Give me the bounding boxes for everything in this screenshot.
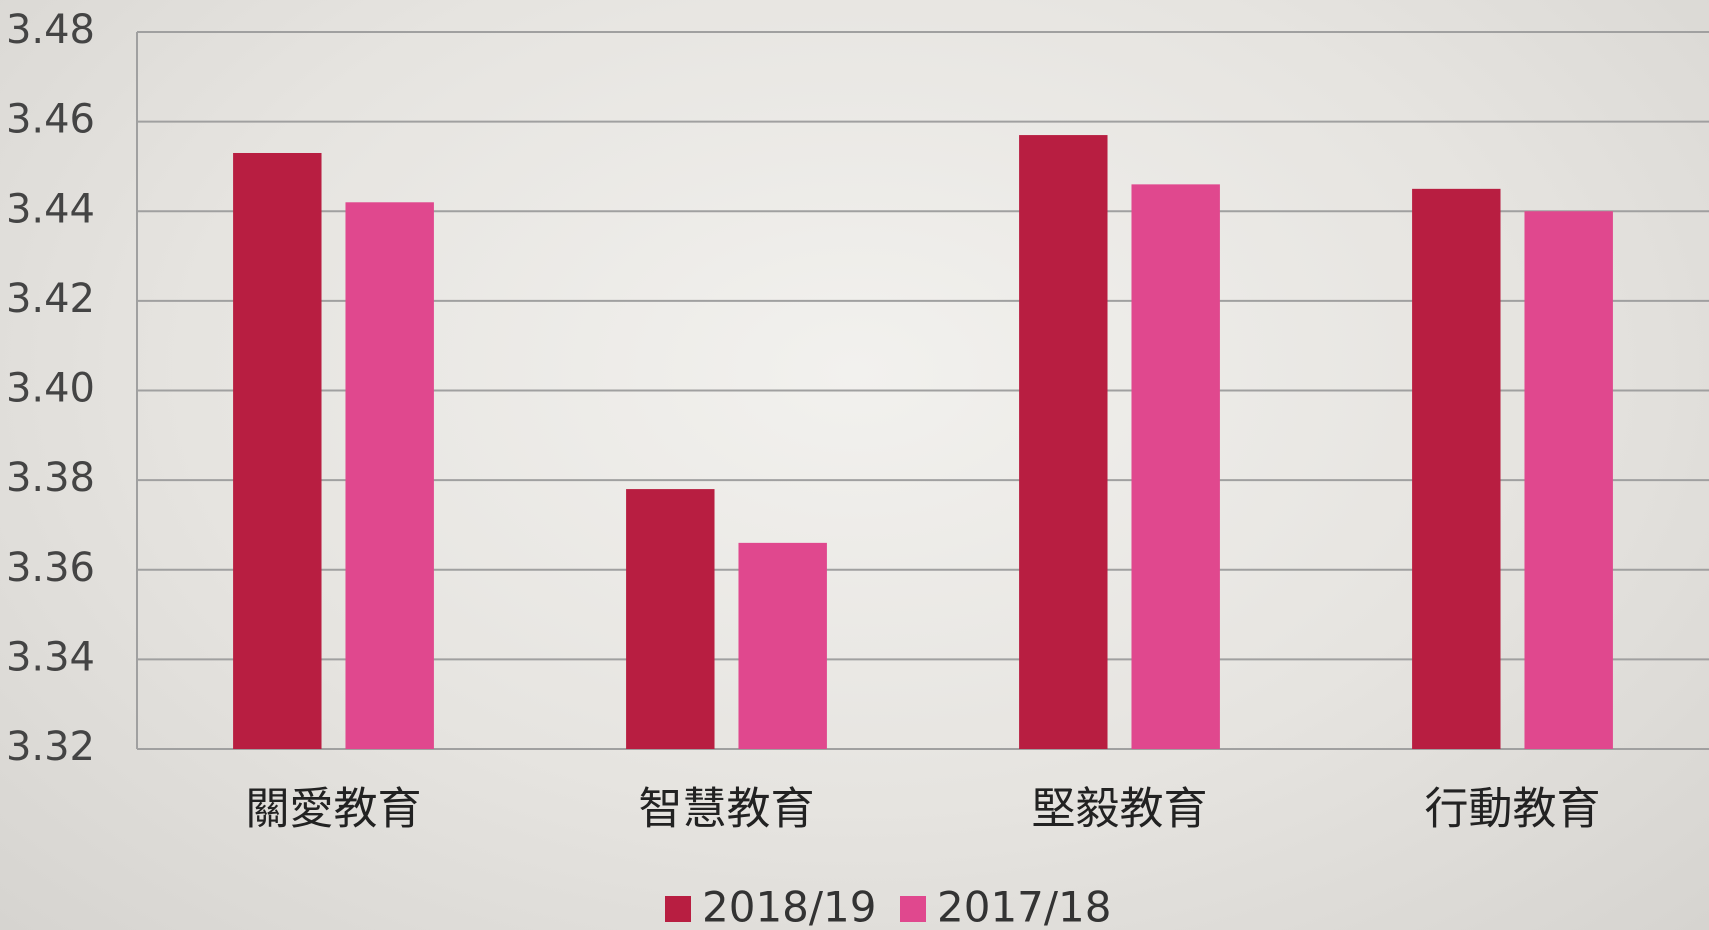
legend-swatch: [900, 896, 926, 922]
x-tick-label: 智慧教育: [639, 784, 815, 835]
y-tick-label: 3.44: [6, 186, 95, 232]
bar: [626, 489, 715, 749]
x-tick-label: 堅毅教育: [1032, 784, 1208, 835]
y-tick-label: 3.36: [6, 545, 95, 591]
bar: [1131, 184, 1220, 750]
bar: [345, 202, 434, 750]
legend-label: 2018/19: [702, 883, 876, 930]
bar: [1412, 188, 1501, 749]
y-tick-label: 3.32: [6, 724, 95, 770]
bar: [233, 152, 322, 749]
y-tick-label: 3.40: [6, 366, 95, 412]
y-tick-label: 3.38: [6, 455, 95, 501]
y-tick-label: 3.46: [6, 97, 95, 143]
legend-label: 2017/18: [937, 883, 1111, 930]
y-tick-label: 3.48: [6, 7, 95, 53]
bar: [738, 542, 827, 749]
bar: [1524, 211, 1613, 749]
legend-swatch: [665, 896, 691, 922]
y-tick-label: 3.42: [6, 276, 95, 322]
bar: [1019, 135, 1108, 750]
y-tick-label: 3.34: [6, 634, 95, 680]
x-tick-label: 行動教育: [1425, 784, 1601, 835]
x-tick-label: 關愛教育: [246, 784, 422, 835]
